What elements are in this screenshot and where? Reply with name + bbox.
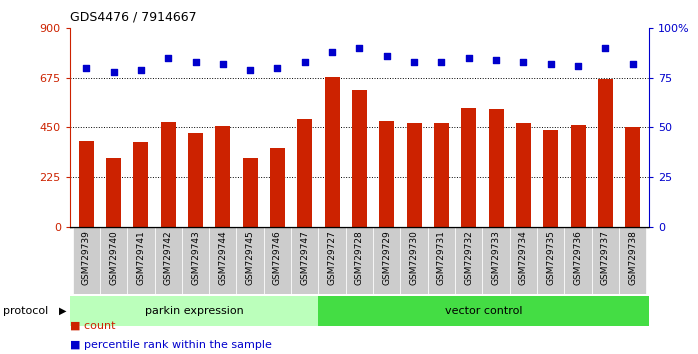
Bar <box>270 148 285 227</box>
Bar <box>434 123 449 227</box>
Bar <box>70 296 318 326</box>
Text: ■ count: ■ count <box>70 321 115 331</box>
Bar <box>482 227 510 294</box>
Bar <box>264 227 291 294</box>
Point <box>600 45 611 51</box>
Text: GSM729739: GSM729739 <box>82 230 91 285</box>
Text: GSM729728: GSM729728 <box>355 230 364 285</box>
Bar <box>318 227 346 294</box>
Text: ▶: ▶ <box>59 306 66 316</box>
Text: GSM729735: GSM729735 <box>547 230 556 285</box>
Text: GSM729741: GSM729741 <box>136 230 145 285</box>
Bar <box>318 296 649 326</box>
Bar <box>379 121 394 227</box>
Text: GSM729744: GSM729744 <box>218 230 228 285</box>
Text: GSM729733: GSM729733 <box>491 230 500 285</box>
Text: GSM729727: GSM729727 <box>327 230 336 285</box>
Bar <box>346 227 373 294</box>
Text: vector control: vector control <box>445 306 522 316</box>
Bar <box>455 227 482 294</box>
Point <box>408 59 419 65</box>
Point <box>628 61 639 67</box>
Text: ■ percentile rank within the sample: ■ percentile rank within the sample <box>70 341 272 350</box>
Bar <box>297 119 312 227</box>
Bar <box>543 130 558 227</box>
Text: GSM729738: GSM729738 <box>628 230 637 285</box>
Bar <box>565 227 592 294</box>
Text: GSM729729: GSM729729 <box>383 230 392 285</box>
Bar <box>73 227 100 294</box>
Point <box>436 59 447 65</box>
Point <box>272 65 283 71</box>
Bar <box>625 127 640 227</box>
Point <box>244 67 255 73</box>
Bar <box>237 227 264 294</box>
Bar <box>489 109 504 227</box>
Bar <box>373 227 401 294</box>
Bar <box>100 227 127 294</box>
Bar <box>291 227 318 294</box>
Point <box>299 59 311 65</box>
Bar <box>161 122 176 227</box>
Bar <box>407 123 422 227</box>
Point <box>163 55 174 61</box>
Bar <box>461 108 476 227</box>
Bar <box>537 227 565 294</box>
Text: GSM729745: GSM729745 <box>246 230 255 285</box>
Text: parkin expression: parkin expression <box>144 306 244 316</box>
Bar <box>428 227 455 294</box>
Point <box>135 67 147 73</box>
Point <box>108 69 119 75</box>
Text: GSM729731: GSM729731 <box>437 230 446 285</box>
Bar <box>188 133 203 227</box>
Point <box>354 45 365 51</box>
Bar <box>401 227 428 294</box>
Point <box>217 61 228 67</box>
Bar <box>182 227 209 294</box>
Point <box>463 55 475 61</box>
Text: GSM729746: GSM729746 <box>273 230 282 285</box>
Text: GSM729737: GSM729737 <box>601 230 610 285</box>
Bar <box>243 158 258 227</box>
Text: protocol: protocol <box>3 306 49 316</box>
Point <box>327 49 338 55</box>
Text: GSM729734: GSM729734 <box>519 230 528 285</box>
Text: GSM729732: GSM729732 <box>464 230 473 285</box>
Bar <box>127 227 154 294</box>
Bar <box>133 142 149 227</box>
Text: GSM729742: GSM729742 <box>163 230 172 285</box>
Bar <box>209 227 237 294</box>
Point <box>190 59 201 65</box>
Point <box>381 53 392 59</box>
Bar <box>352 90 367 227</box>
Bar <box>215 126 230 227</box>
Bar <box>510 227 537 294</box>
Bar <box>325 77 340 227</box>
Point <box>545 61 556 67</box>
Text: GSM729730: GSM729730 <box>410 230 419 285</box>
Point <box>572 63 584 69</box>
Bar <box>154 227 182 294</box>
Point <box>80 65 91 71</box>
Bar <box>516 123 531 227</box>
Bar <box>79 141 94 227</box>
Text: GSM729736: GSM729736 <box>574 230 583 285</box>
Text: GDS4476 / 7914667: GDS4476 / 7914667 <box>70 11 196 24</box>
Text: GSM729743: GSM729743 <box>191 230 200 285</box>
Bar <box>598 79 613 227</box>
Point <box>491 57 502 63</box>
Bar <box>106 158 121 227</box>
Bar <box>592 227 619 294</box>
Bar <box>570 125 586 227</box>
Text: GSM729747: GSM729747 <box>300 230 309 285</box>
Bar <box>619 227 646 294</box>
Text: GSM729740: GSM729740 <box>109 230 118 285</box>
Point <box>518 59 529 65</box>
